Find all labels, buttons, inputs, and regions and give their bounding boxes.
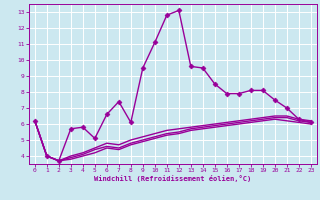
X-axis label: Windchill (Refroidissement éolien,°C): Windchill (Refroidissement éolien,°C): [94, 175, 252, 182]
